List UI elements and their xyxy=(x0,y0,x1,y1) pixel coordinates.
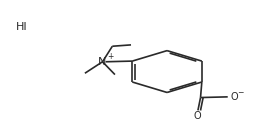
Text: −: − xyxy=(238,88,244,97)
Text: HI: HI xyxy=(16,22,27,32)
Text: O: O xyxy=(230,92,238,102)
Text: +: + xyxy=(107,52,114,61)
Text: N: N xyxy=(98,57,107,67)
Text: O: O xyxy=(193,111,201,121)
